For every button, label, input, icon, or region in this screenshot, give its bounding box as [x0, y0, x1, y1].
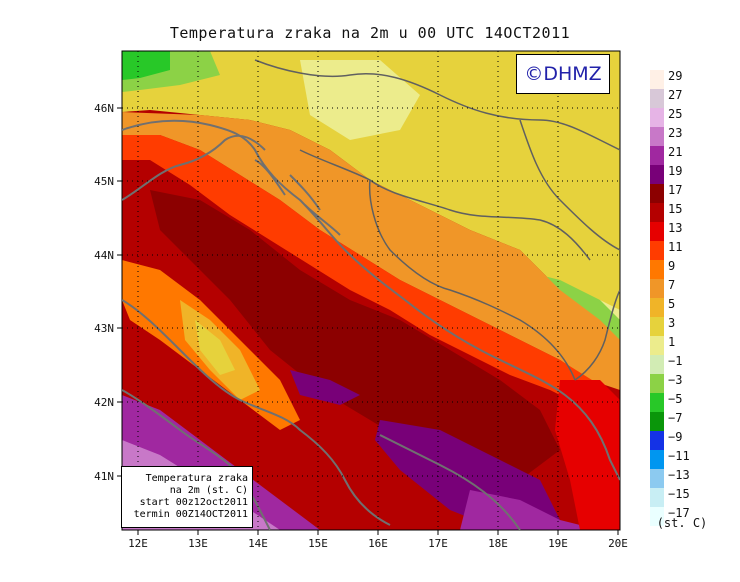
legend-swatch	[650, 450, 664, 469]
legend-label: −13	[668, 468, 690, 482]
legend-swatch	[650, 317, 664, 336]
legend-label: 21	[668, 145, 682, 159]
legend-label: 19	[668, 164, 682, 178]
legend-swatch	[650, 203, 664, 222]
legend-swatch	[650, 336, 664, 355]
legend-unit: (st. C)	[657, 516, 708, 530]
info-line: na 2m (st. C)	[169, 485, 248, 496]
legend-swatch	[650, 108, 664, 127]
info-line: Temperatura zraka	[145, 473, 248, 484]
lon-label: 13E	[188, 537, 208, 550]
legend-swatch	[650, 146, 664, 165]
legend-label: −11	[668, 449, 690, 463]
legend-label: −15	[668, 487, 690, 501]
legend-label: 5	[668, 297, 675, 311]
legend-label: 17	[668, 183, 682, 197]
legend-label: 7	[668, 278, 675, 292]
legend-swatch	[650, 260, 664, 279]
color-legend: 29 27 25 23 21 19 17 15 13 11 9 7 5 3 1 −1 −3 −5 −7 −9 −11 −1…	[650, 69, 690, 526]
legend-swatch	[650, 222, 664, 241]
lat-label: 45N	[94, 175, 114, 188]
legend-label: 1	[668, 335, 675, 349]
axis-ticks	[117, 107, 619, 535]
lon-label: 12E	[128, 537, 148, 550]
lon-label: 15E	[308, 537, 328, 550]
lat-label: 46N	[94, 102, 114, 115]
borders	[254, 59, 620, 381]
legend-swatch	[650, 298, 664, 317]
legend-label: 25	[668, 107, 682, 121]
legend-label: −9	[668, 430, 682, 444]
legend-label: 3	[668, 316, 675, 330]
legend-label: 15	[668, 202, 682, 216]
lat-label: 42N	[94, 396, 114, 409]
legend-label: −17	[668, 506, 690, 520]
legend-swatch	[650, 393, 664, 412]
lon-label: 20E	[608, 537, 628, 550]
lon-label: 17E	[428, 537, 448, 550]
legend-swatch	[650, 488, 664, 507]
lon-label: 19E	[548, 537, 568, 550]
legend-label: 11	[668, 240, 682, 254]
legend-swatch	[650, 165, 664, 184]
info-box: Temperatura zraka na 2m (st. C) start 00…	[121, 466, 253, 528]
legend-swatch	[650, 127, 664, 146]
info-line: start 00z12oct2011	[139, 497, 248, 508]
lon-label: 14E	[248, 537, 268, 550]
dhmz-logo: ©DHMZ	[516, 54, 610, 94]
lat-label: 44N	[94, 249, 114, 262]
legend-swatch	[650, 431, 664, 450]
legend-swatch	[650, 374, 664, 393]
legend-swatch	[650, 184, 664, 203]
legend-label: 23	[668, 126, 682, 140]
legend-label: −3	[668, 373, 682, 387]
legend-swatch	[650, 279, 664, 298]
temperature-field	[122, 51, 620, 530]
legend-swatch	[650, 355, 664, 374]
legend-label: −1	[668, 354, 682, 368]
graticule	[122, 51, 620, 530]
legend-label: 27	[668, 88, 682, 102]
legend-swatch	[650, 70, 664, 89]
info-line: termin 00Z14OCT2011	[133, 509, 248, 520]
legend-swatch	[650, 469, 664, 488]
legend-swatch	[650, 241, 664, 260]
legend-swatch	[650, 507, 664, 526]
lat-label: 43N	[94, 322, 114, 335]
legend-label: 29	[668, 69, 682, 83]
coastlines	[122, 119, 620, 530]
legend-label: 13	[668, 221, 682, 235]
legend-label: 9	[668, 259, 675, 273]
legend-label: −5	[668, 392, 682, 406]
legend-label: −7	[668, 411, 682, 425]
legend-swatch	[650, 412, 664, 431]
lon-label: 16E	[368, 537, 388, 550]
map-title: Temperatura zraka na 2m u 00 UTC 14OCT20…	[169, 24, 571, 42]
lon-label: 18E	[488, 537, 508, 550]
lat-label: 41N	[94, 470, 114, 483]
legend-swatch	[650, 89, 664, 108]
